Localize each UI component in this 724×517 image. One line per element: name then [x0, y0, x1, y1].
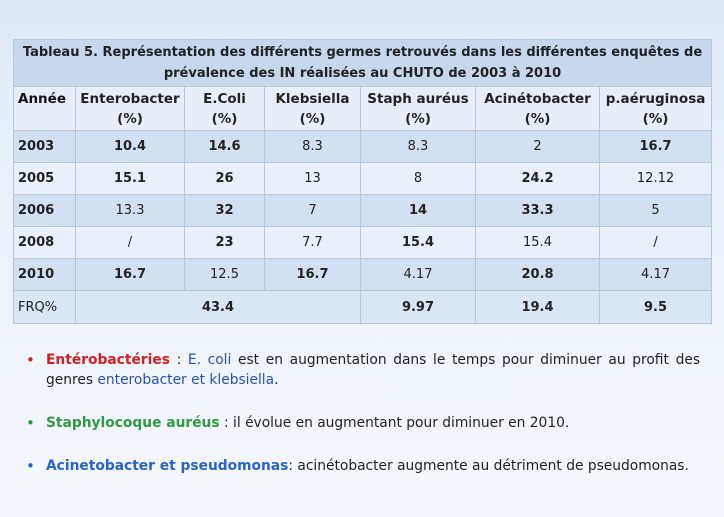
year-cell: 2006 [13, 194, 76, 227]
bullet-term: Entérobactéries [46, 352, 170, 368]
value-cell: 20.8 [475, 258, 600, 291]
year-cell: 2008 [13, 226, 76, 259]
bullet-acinetobacter: • Acinetobacter et pseudomonas: acinétob… [26, 456, 700, 476]
table-row: 2006 13.3 32 7 14 33.3 5 [13, 194, 713, 227]
value-cell: 4.17 [360, 258, 476, 291]
frq-acinetobacter: 19.4 [475, 290, 600, 324]
value-cell: 13.3 [75, 194, 185, 227]
table-row: 2008 / 23 7.7 15.4 15.4 / [13, 226, 713, 259]
bullet-species: enterobacter et klebsiella [97, 372, 275, 388]
value-cell: 2 [475, 130, 600, 163]
header-paeruginosa: p.aéruginosa (%) [598, 86, 713, 131]
bullet-dot: • [26, 414, 35, 432]
value-cell: 8.3 [264, 130, 361, 163]
table-row: 2005 15.1 26 13 8 24.2 12.12 [13, 162, 713, 195]
value-cell: 15.1 [75, 162, 185, 195]
value-cell: 8.3 [360, 130, 476, 163]
value-cell: 16.7 [598, 130, 713, 163]
table-row: 2010 16.7 12.5 16.7 4.17 20.8 4.17 [13, 258, 713, 291]
frq-label: FRQ% [13, 290, 76, 324]
value-cell: 32 [184, 194, 265, 227]
header-annee: Année [13, 86, 76, 131]
frq-enterobacteries: 43.4 [75, 290, 361, 324]
value-cell: 23 [184, 226, 265, 259]
frq-row: FRQ% 43.4 9.97 19.4 9.5 [13, 290, 713, 324]
frq-staph: 9.97 [360, 290, 476, 324]
year-cell: 2010 [13, 258, 76, 291]
value-cell: 26 [184, 162, 265, 195]
value-cell: / [75, 226, 185, 259]
value-cell: 12.5 [184, 258, 265, 291]
value-cell: 16.7 [264, 258, 361, 291]
value-cell: 33.3 [475, 194, 600, 227]
value-cell: 24.2 [475, 162, 600, 195]
value-cell: 7 [264, 194, 361, 227]
bullet-enterobacteries: • Entérobactéries : E. coli est en augme… [26, 350, 700, 390]
bullet-term: Staphylocoque auréus [46, 415, 220, 431]
value-cell: / [598, 226, 713, 259]
table-row: 2003 10.4 14.6 8.3 8.3 2 16.7 [13, 130, 713, 163]
header-ecoli: E.Coli (%) [184, 86, 265, 131]
value-cell: 10.4 [75, 130, 185, 163]
value-cell: 16.7 [75, 258, 185, 291]
bullet-text: : acinétobacter augmente au détriment de… [288, 458, 689, 474]
bullet-list: • Entérobactéries : E. coli est en augme… [26, 350, 700, 476]
value-cell: 8 [360, 162, 476, 195]
value-cell: 15.4 [475, 226, 600, 259]
bullet-term: Acinetobacter et pseudomonas [46, 458, 289, 474]
value-cell: 4.17 [598, 258, 713, 291]
header-acinetobacter: Acinétobacter (%) [475, 86, 600, 131]
table-header-row: Année Enterobacter (%) E.Coli (%) Klebsiel… [13, 86, 713, 131]
value-cell: 14 [360, 194, 476, 227]
bullet-species: E. coli [187, 352, 232, 368]
value-cell: 7.7 [264, 226, 361, 259]
bullet-text: est en augmentation dans le temps pour d… [46, 352, 701, 388]
value-cell: 15.4 [360, 226, 476, 259]
bullet-sep: : [169, 352, 188, 368]
value-cell: 5 [598, 194, 713, 227]
value-cell: 12.12 [598, 162, 713, 195]
germs-table: Tableau 5. Représentation des différents… [12, 39, 713, 324]
bullet-dot: • [26, 457, 35, 475]
bullet-staph: • Staphylocoque auréus : il évolue en au… [26, 413, 700, 433]
bullet-text: . [274, 372, 279, 388]
year-cell: 2003 [13, 130, 76, 163]
bullet-text: : il évolue en augmentant pour diminuer … [219, 415, 570, 431]
header-enterobacter: Enterobacter (%) [75, 86, 185, 131]
year-cell: 2005 [13, 162, 76, 195]
value-cell: 14.6 [184, 130, 265, 163]
value-cell: 13 [264, 162, 361, 195]
header-klebsiella: Klebsiella (%) [264, 86, 361, 131]
table-title: Tableau 5. Représentation des différents… [12, 39, 713, 87]
bullet-dot: • [26, 351, 35, 369]
header-staph: Staph auréus (%) [360, 86, 476, 131]
frq-pseudomonas: 9.5 [598, 290, 713, 324]
